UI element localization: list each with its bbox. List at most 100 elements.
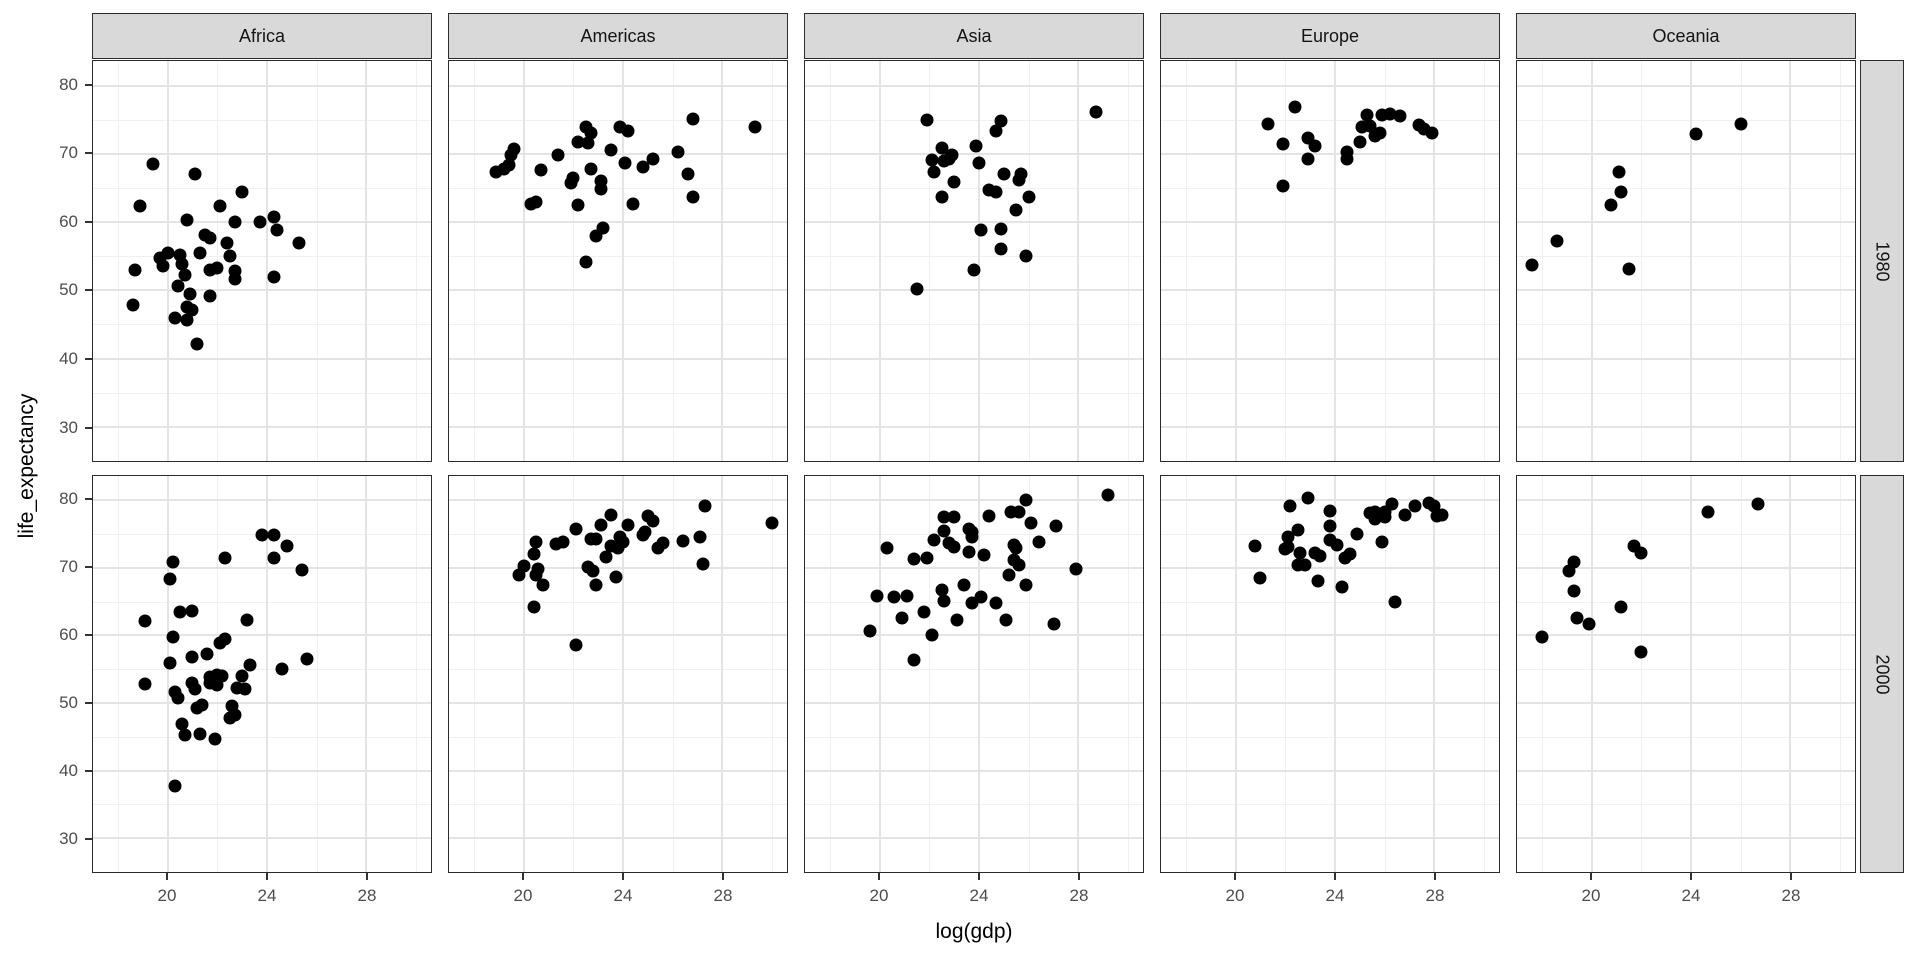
data-point [609,570,622,584]
gridline-x-minor [929,476,931,872]
data-point [1288,100,1302,114]
gridline-y-minor [93,804,431,806]
y-tick-mark [85,426,92,429]
data-point [1363,119,1377,133]
data-point [218,632,232,646]
data-point [1350,527,1364,541]
data-point [1323,504,1337,518]
data-point [638,525,652,539]
x-tick-label: 24 [1681,886,1701,905]
data-point [536,578,550,592]
data-point [950,613,964,627]
x-tick-label: 20 [513,886,533,905]
data-point [185,650,199,664]
gridline-y-minor [93,187,431,189]
data-point [556,535,570,549]
gridline-y-minor [805,392,1143,394]
gridline-x-major [977,61,980,461]
data-point [1353,135,1367,149]
gridline-y-minor [1161,392,1499,394]
data-point [235,669,249,683]
gridline-y-major [93,357,431,360]
panel-europe-1980 [1160,60,1500,462]
data-point [267,270,281,284]
data-point [1368,129,1382,143]
data-point [173,605,187,619]
data-point [489,165,503,179]
data-point [863,624,877,638]
gridline-y-minor [449,119,787,121]
gridline-y-minor [1161,119,1499,121]
gridline-x-minor [672,61,674,461]
data-point [190,337,204,351]
gridline-x-major [522,476,525,872]
y-tick-label: 60 [59,625,78,645]
gridline-x-minor [1128,61,1130,461]
data-point [223,249,237,263]
y-tick-mark [85,838,92,841]
y-tick-mark [85,770,92,773]
gridline-x-minor [1185,476,1187,872]
data-point [1009,541,1023,555]
gridline-y-major [805,84,1143,87]
gridline-y-minor [1517,119,1855,121]
gridline-y-minor [1161,669,1499,671]
gridline-y-minor [1161,736,1499,738]
gridline-x-minor [1128,476,1130,872]
gridline-y-minor [449,256,787,258]
data-point [1047,617,1061,631]
data-point [989,185,1003,199]
data-point [681,167,695,181]
gridline-y-major [805,499,1143,502]
data-point [1313,549,1327,563]
x-tick-label: 28 [1781,886,1801,905]
data-point [1622,262,1636,275]
x-tick-label: 20 [1225,886,1245,905]
y-tick-label: 70 [59,143,78,163]
data-point [656,536,670,550]
gridline-x-minor [1541,61,1543,461]
gridline-x-minor [1384,61,1386,461]
data-point [586,564,600,578]
data-point [686,190,700,204]
data-point [551,148,565,161]
data-point [193,727,207,741]
data-point [621,518,635,532]
data-point [210,261,224,275]
x-tick-label: 24 [969,886,989,905]
data-point [128,263,142,277]
y-tick-mark [85,566,92,569]
data-point [571,135,585,149]
data-point [146,157,160,171]
data-point [1398,508,1412,522]
gridline-x-minor [473,61,475,461]
x-tick-mark [266,873,268,880]
gridline-y-major [1517,152,1855,155]
gridline-y-minor [1517,804,1855,806]
data-point [972,156,986,170]
gridline-y-minor [805,119,1143,121]
gridline-y-major [1517,357,1855,360]
gridline-y-major [805,289,1143,292]
data-point [223,711,237,725]
gridline-y-major [449,634,787,637]
gridline-y-minor [805,669,1143,671]
gridline-x-major [1077,476,1080,872]
data-point [185,303,199,317]
data-point [994,242,1008,256]
gridline-x-minor [1541,476,1543,872]
data-point [569,638,583,652]
gridline-y-minor [1517,669,1855,671]
gridline-y-major [805,769,1143,772]
data-point [243,658,257,672]
x-tick-mark [878,873,880,880]
y-tick-label: 80 [59,489,78,509]
panel-africa-2000 [92,475,432,873]
gridline-y-minor [1517,392,1855,394]
gridline-y-minor [1161,324,1499,326]
x-tick-mark [1790,873,1792,880]
gridline-x-major [1077,61,1080,461]
data-point [1012,558,1026,572]
data-point [1019,493,1033,507]
y-tick-label: 40 [59,349,78,369]
